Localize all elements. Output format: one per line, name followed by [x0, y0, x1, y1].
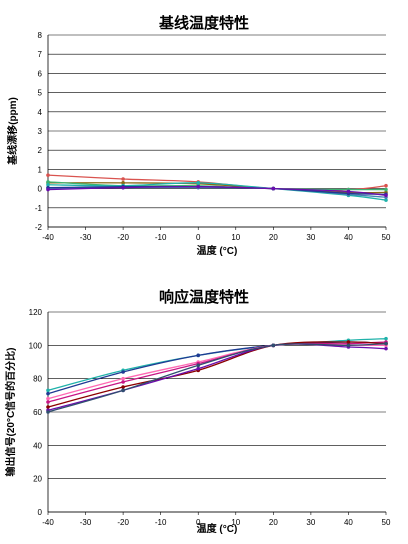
- data-point: [346, 340, 351, 344]
- data-point: [46, 400, 50, 404]
- data-point: [384, 346, 388, 351]
- y-tick-label: 60: [33, 408, 42, 417]
- data-point: [121, 388, 125, 393]
- x-tick-label: 30: [306, 233, 315, 242]
- data-point: [384, 187, 388, 192]
- x-tick-label: 0: [196, 518, 201, 527]
- data-point: [121, 370, 125, 374]
- y-tick-label: 2: [38, 146, 43, 155]
- x-tick-label: -40: [42, 233, 54, 242]
- x-tick-label: 0: [196, 233, 201, 242]
- data-point: [46, 173, 50, 177]
- y-tick-label: 3: [38, 127, 43, 136]
- data-point: [346, 343, 351, 348]
- y-tick-label: 0: [38, 508, 43, 517]
- x-tick-label: -20: [117, 518, 129, 527]
- data-point: [384, 193, 388, 198]
- data-point: [46, 182, 50, 187]
- x-tick-label: 50: [382, 233, 391, 242]
- data-point: [46, 187, 50, 192]
- x-tick-label: 10: [231, 233, 240, 242]
- y-tick-label: 6: [38, 69, 43, 78]
- y-tick-label: 5: [38, 89, 43, 98]
- chart-title: 基线温度特性: [158, 14, 249, 32]
- x-tick-label: -10: [155, 518, 167, 527]
- baseline-temperature-chart: 基线温度特性 -2 -1 0 1 2 3 4 5 6 7 8 -40 -30 -20 -10 0 10 20 30 4…: [6, 14, 391, 257]
- y-axis-title: 输出信号(20°C信号的百分比): [4, 347, 17, 476]
- x-tick-label: -30: [80, 233, 92, 242]
- x-tick-label: 30: [306, 518, 315, 527]
- y-axis-title: 基线漂移(ppm): [6, 97, 19, 166]
- y-tick-label: 120: [29, 308, 43, 317]
- data-point: [196, 363, 201, 368]
- data-point: [346, 189, 351, 194]
- x-tick-label: -20: [117, 233, 129, 242]
- y-tick-label: 40: [33, 441, 42, 450]
- x-tick-label: 50: [382, 518, 391, 527]
- x-tick-label: 10: [231, 518, 240, 527]
- data-point: [196, 366, 201, 371]
- x-axis-title: 温度 (°C): [197, 522, 238, 535]
- data-point: [384, 198, 388, 202]
- data-point: [121, 185, 125, 190]
- y-tick-label: 80: [33, 375, 42, 384]
- y-tick-label: -2: [35, 223, 43, 232]
- x-tick-label: 20: [269, 518, 278, 527]
- x-tick-label: -40: [42, 518, 54, 527]
- data-point: [384, 341, 388, 346]
- chart-title: 响应温度特性: [158, 288, 249, 306]
- data-point: [196, 181, 201, 185]
- data-point: [46, 391, 50, 396]
- series-line: [47, 341, 387, 395]
- data-point: [271, 186, 276, 191]
- y-tick-label: 8: [38, 31, 43, 40]
- data-point: [121, 181, 125, 185]
- data-point: [121, 380, 125, 384]
- response-temperature-chart: 响应温度特性 0 20 40 60 80 100 120 -40 -30 -20 -10 0 10 20 3…: [0, 272, 408, 544]
- data-point: [196, 184, 201, 189]
- data-point: [46, 410, 50, 414]
- data-point: [46, 405, 50, 409]
- y-tick-label: 100: [29, 341, 43, 350]
- series-line: [47, 343, 387, 413]
- data-point: [121, 177, 125, 181]
- x-tick-label: -30: [80, 518, 92, 527]
- response-plot-area: 0 20 40 60 80 100 120 -40 -30 -20 -10 0 10 20 30 40 50 温度…: [4, 308, 391, 535]
- data-point: [271, 343, 276, 348]
- data-point: [46, 396, 50, 401]
- data-point: [46, 180, 50, 184]
- data-point: [196, 353, 201, 358]
- y-tick-label: 20: [33, 475, 42, 484]
- x-axis-title: 温度 (°C): [197, 244, 238, 257]
- data-point: [121, 385, 125, 389]
- y-tick-label: 4: [38, 108, 43, 117]
- y-tick-label: -1: [35, 204, 43, 213]
- x-tick-label: 40: [344, 233, 353, 242]
- x-tick-label: -10: [155, 233, 167, 242]
- y-tick-label: 7: [38, 50, 43, 59]
- data-point: [121, 376, 125, 381]
- data-point: [384, 183, 388, 188]
- data-point: [46, 388, 50, 393]
- data-point: [384, 336, 388, 341]
- x-tick-label: 20: [269, 233, 278, 242]
- x-tick-label: 40: [344, 518, 353, 527]
- y-tick-label: 0: [38, 185, 43, 194]
- y-tick-label: 1: [38, 165, 43, 174]
